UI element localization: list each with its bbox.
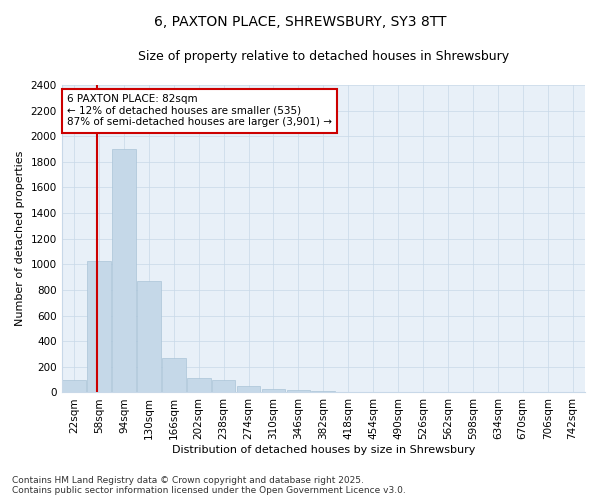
- Text: Contains HM Land Registry data © Crown copyright and database right 2025.
Contai: Contains HM Land Registry data © Crown c…: [12, 476, 406, 495]
- Bar: [162, 358, 185, 392]
- Text: 6, PAXTON PLACE, SHREWSBURY, SY3 8TT: 6, PAXTON PLACE, SHREWSBURY, SY3 8TT: [154, 15, 446, 29]
- Y-axis label: Number of detached properties: Number of detached properties: [15, 151, 25, 326]
- Bar: [212, 380, 235, 392]
- Bar: [287, 390, 310, 392]
- Bar: [187, 378, 211, 392]
- Bar: [87, 261, 111, 392]
- Bar: [137, 281, 161, 392]
- Bar: [62, 380, 86, 392]
- Bar: [237, 386, 260, 392]
- Bar: [262, 388, 286, 392]
- Title: Size of property relative to detached houses in Shrewsbury: Size of property relative to detached ho…: [138, 50, 509, 63]
- X-axis label: Distribution of detached houses by size in Shrewsbury: Distribution of detached houses by size …: [172, 445, 475, 455]
- Bar: [112, 149, 136, 392]
- Text: 6 PAXTON PLACE: 82sqm
← 12% of detached houses are smaller (535)
87% of semi-det: 6 PAXTON PLACE: 82sqm ← 12% of detached …: [67, 94, 332, 128]
